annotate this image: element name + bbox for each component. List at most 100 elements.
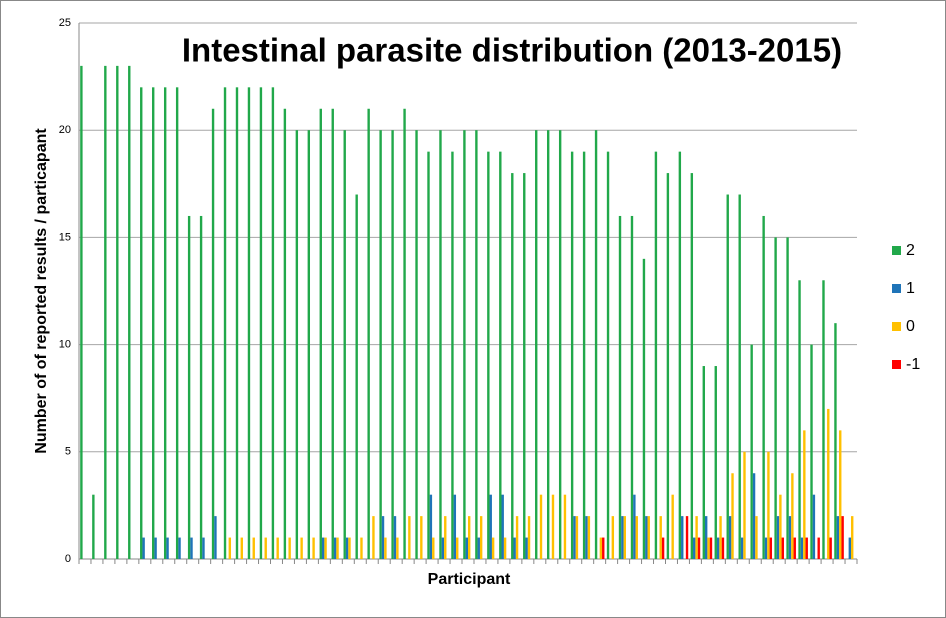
bar xyxy=(128,65,131,559)
bar xyxy=(235,87,239,559)
bar xyxy=(415,130,418,559)
bar xyxy=(791,473,794,559)
bar xyxy=(645,516,648,559)
bar xyxy=(348,537,351,559)
bar xyxy=(707,537,710,559)
bar xyxy=(822,280,825,559)
bar xyxy=(228,537,232,559)
legend-label: 1 xyxy=(906,280,915,297)
legend-label: -1 xyxy=(906,356,920,373)
bar xyxy=(793,537,796,559)
bar xyxy=(779,494,782,559)
y-tick-label: 0 xyxy=(65,553,71,565)
bar xyxy=(307,130,311,559)
bar xyxy=(755,516,758,559)
bar xyxy=(479,516,483,559)
bar xyxy=(396,537,399,559)
chart-title: Intestinal parasite distribution (2013-2… xyxy=(182,32,842,69)
bar xyxy=(321,537,325,559)
bar xyxy=(116,65,119,559)
bar xyxy=(585,516,588,559)
bar xyxy=(333,537,337,559)
bar xyxy=(836,516,840,559)
bar xyxy=(848,537,852,559)
bar xyxy=(202,537,205,559)
bar xyxy=(573,516,576,559)
bar xyxy=(295,130,299,559)
bar xyxy=(719,516,722,559)
bar xyxy=(642,258,646,559)
bar xyxy=(427,151,430,559)
bar xyxy=(743,451,746,559)
bar xyxy=(834,323,837,559)
bar xyxy=(575,516,579,559)
bar xyxy=(199,215,203,559)
bar xyxy=(630,215,634,559)
bar xyxy=(163,87,167,559)
bar xyxy=(283,108,287,559)
bar xyxy=(439,130,442,559)
bar xyxy=(767,451,770,559)
bar xyxy=(633,494,636,559)
bar xyxy=(391,130,394,559)
bar xyxy=(563,494,567,559)
bar xyxy=(319,108,322,559)
bar xyxy=(343,130,346,559)
bar xyxy=(451,151,454,559)
legend-swatch xyxy=(892,322,901,331)
bar xyxy=(187,215,191,559)
bar xyxy=(523,173,526,559)
y-tick-label: 25 xyxy=(59,17,71,29)
bar xyxy=(841,516,844,559)
bar xyxy=(372,516,375,559)
bar xyxy=(709,537,713,559)
bar xyxy=(468,516,471,559)
bar xyxy=(465,537,468,559)
bar xyxy=(259,87,263,559)
x-axis-label: Participant xyxy=(428,571,511,588)
bar xyxy=(635,516,638,559)
bar xyxy=(247,87,251,559)
bar xyxy=(444,516,447,559)
bar xyxy=(654,151,658,559)
bar xyxy=(441,537,445,559)
bar xyxy=(535,130,538,559)
bar xyxy=(345,537,349,559)
bar xyxy=(810,344,813,559)
bar xyxy=(190,537,193,559)
bar xyxy=(420,516,423,559)
bar xyxy=(503,537,507,559)
bar xyxy=(152,87,155,559)
bar xyxy=(539,494,543,559)
bar xyxy=(513,537,516,559)
bar xyxy=(300,537,303,559)
bar xyxy=(487,151,490,559)
bar xyxy=(659,516,662,559)
bar xyxy=(769,537,773,559)
bar xyxy=(527,516,531,559)
bar xyxy=(384,537,387,559)
bar xyxy=(408,516,411,559)
bar xyxy=(704,516,708,559)
bar xyxy=(762,215,765,559)
bar xyxy=(714,366,717,559)
bar xyxy=(716,537,720,559)
bar xyxy=(750,344,753,559)
legend-swatch xyxy=(892,246,901,255)
bar xyxy=(271,87,275,559)
bar xyxy=(851,516,854,559)
bar xyxy=(501,494,504,559)
bar xyxy=(336,537,339,559)
bar xyxy=(491,537,495,559)
bar xyxy=(611,516,615,559)
bar xyxy=(740,537,744,559)
bar xyxy=(166,537,169,559)
bar xyxy=(690,173,694,559)
bar xyxy=(360,537,363,559)
bar xyxy=(515,516,519,559)
bar xyxy=(475,130,478,559)
bar xyxy=(695,516,698,559)
y-tick-label: 20 xyxy=(59,124,71,136)
bar xyxy=(546,130,550,559)
